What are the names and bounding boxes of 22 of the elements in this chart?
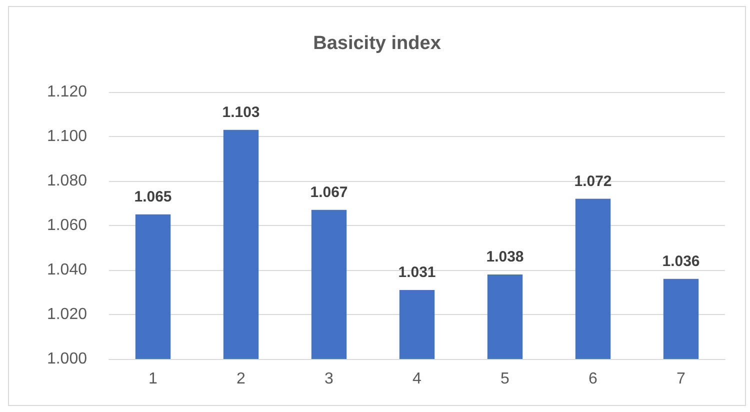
data-label: 1.103	[222, 104, 260, 121]
x-tick-label: 3	[324, 370, 334, 388]
y-tick-label: 1.040	[46, 262, 88, 278]
y-tick-label: 1.000	[46, 350, 88, 368]
y-tick-label: 1.060	[46, 217, 88, 234]
y-tick-label: 1.120	[46, 84, 88, 100]
data-label: 1.036	[662, 252, 700, 270]
x-tick-label: 2	[236, 370, 246, 388]
x-tick-label: 1	[148, 370, 158, 388]
chart-title: Basicity index	[313, 33, 442, 54]
data-label: 1.072	[574, 172, 612, 190]
y-tick-label: 1.100	[46, 128, 88, 145]
y-tick-label: 1.020	[46, 306, 88, 323]
x-tick-label: 4	[412, 370, 422, 388]
data-label: 1.065	[134, 188, 172, 206]
data-label: 1.031	[398, 264, 436, 282]
x-tick-label: 7	[676, 370, 686, 388]
y-tick-label: 1.080	[46, 172, 88, 190]
data-label: 1.038	[486, 248, 524, 266]
x-tick-label: 6	[588, 370, 598, 388]
data-label: 1.067	[310, 184, 348, 201]
x-tick-label: 5	[500, 370, 510, 388]
